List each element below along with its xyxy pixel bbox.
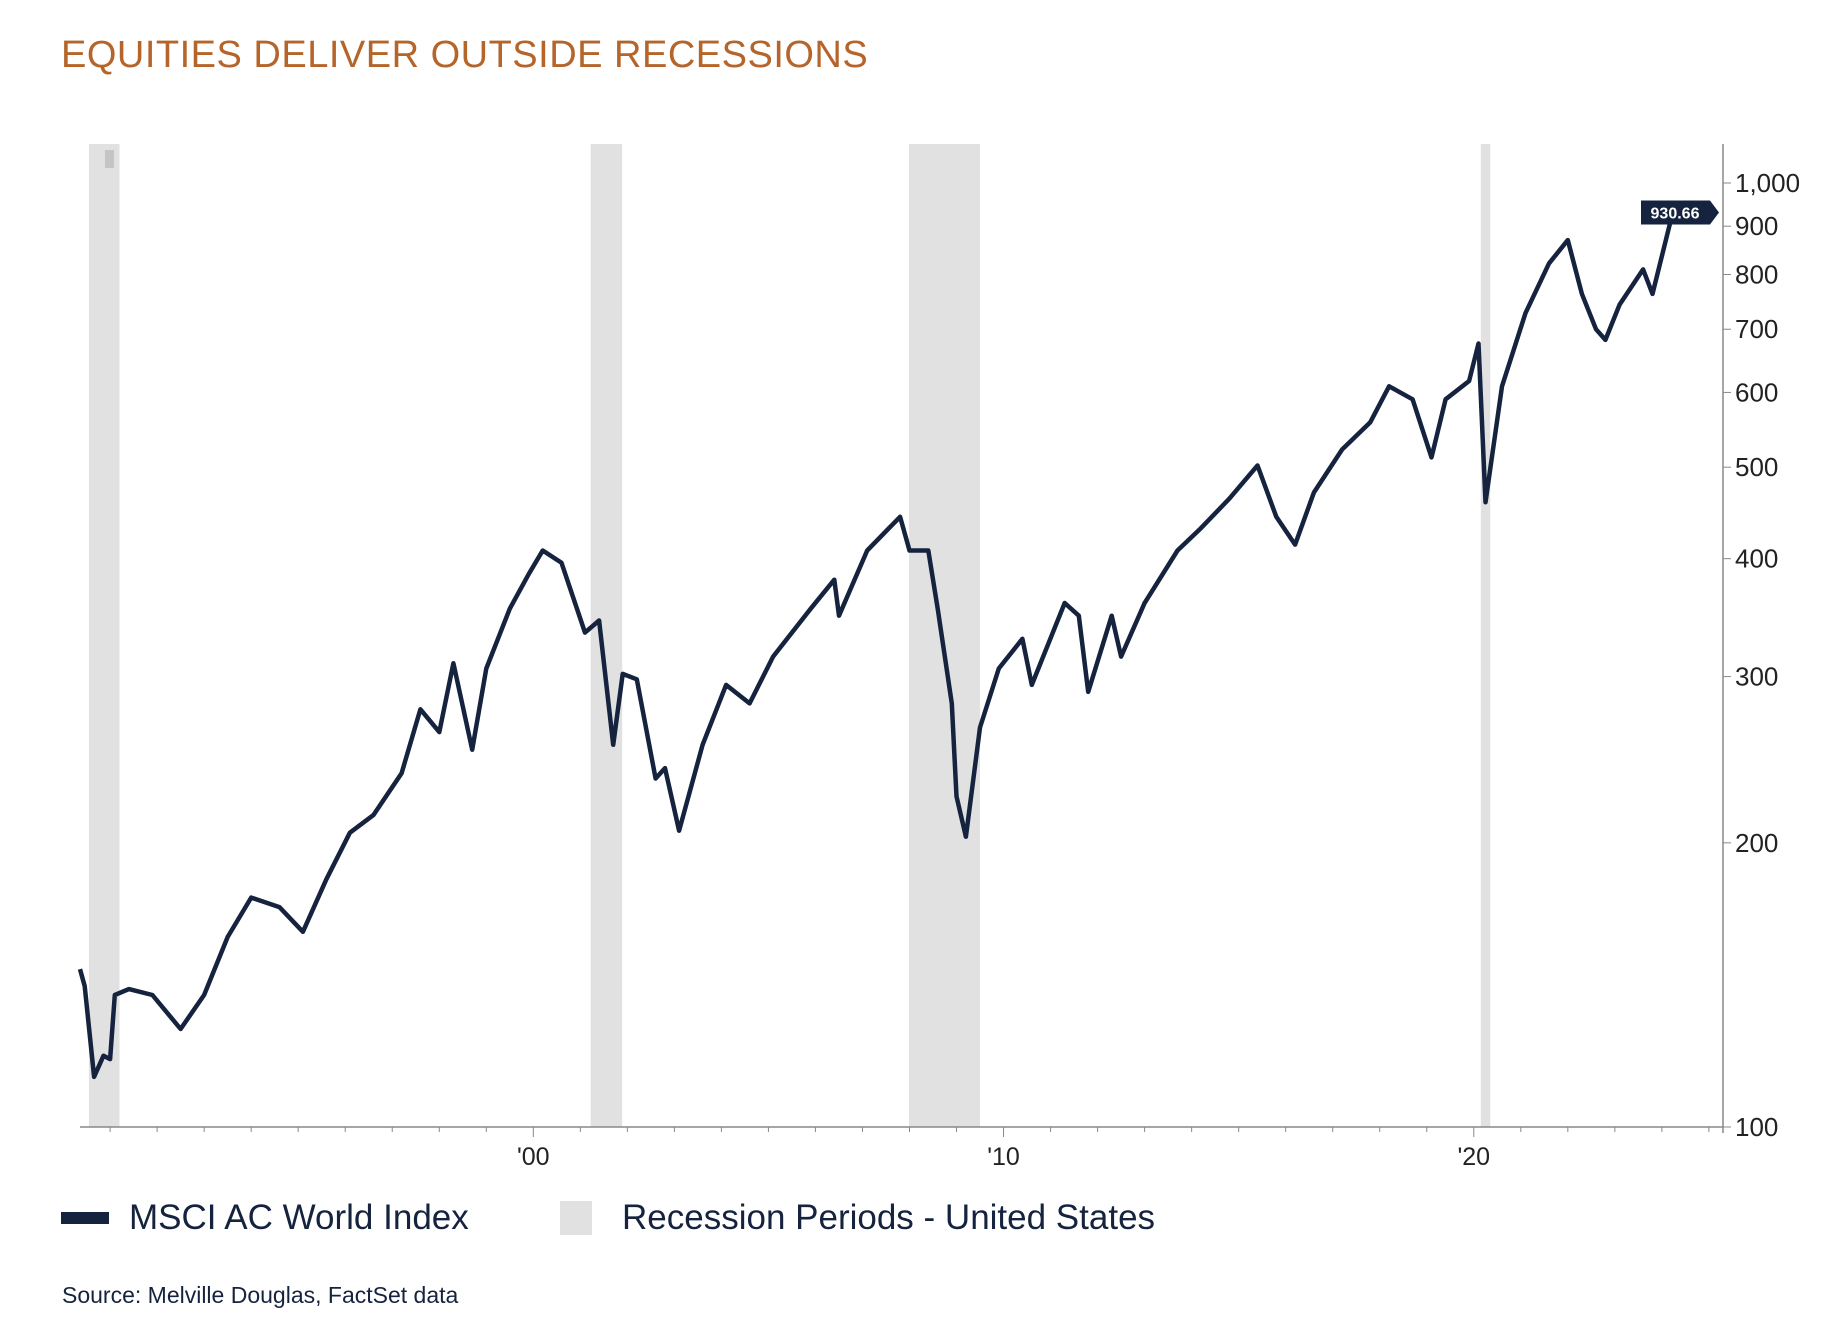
legend-item-recession: Recession Periods - United States xyxy=(560,1198,1155,1238)
y-tick-label: 1,000 xyxy=(1735,168,1800,198)
recession-band xyxy=(1480,144,1491,1127)
source-note: Source: Melville Douglas, FactSet data xyxy=(62,1282,459,1308)
y-tick-label: 400 xyxy=(1735,544,1778,574)
chart-title: EQUITIES DELIVER OUTSIDE RECESSIONS xyxy=(61,34,869,76)
x-tick-label: '20 xyxy=(1457,1143,1490,1171)
recession-band xyxy=(590,144,623,1127)
y-tick-label: 600 xyxy=(1735,377,1778,407)
series-line-msci-acwi xyxy=(77,211,1675,1080)
y-tick-label: 800 xyxy=(1735,259,1778,289)
y-tick-label: 500 xyxy=(1735,452,1778,482)
last-value-badge xyxy=(1641,200,1719,225)
legend-item-msci: MSCI AC World Index xyxy=(61,1198,469,1238)
legend-label-msci: MSCI AC World Index xyxy=(129,1198,469,1237)
y-tick-label: 100 xyxy=(1735,1112,1778,1142)
y-tick-label: 700 xyxy=(1735,314,1778,344)
chart-plot: '00 '10 '20 100 200 300 400 500 600 700 800 900 1,00… xyxy=(77,144,1800,1171)
legend-label-recession: Recession Periods - United States xyxy=(622,1198,1156,1237)
x-tick-label: '00 xyxy=(517,1143,550,1171)
y-tick-label: 200 xyxy=(1735,828,1778,858)
legend-swatch-line xyxy=(61,1212,109,1224)
last-value-label: 930.66 xyxy=(1651,205,1700,222)
legend-swatch-recession xyxy=(560,1201,592,1235)
recession-band xyxy=(909,144,981,1127)
x-tick-label: '10 xyxy=(987,1143,1020,1171)
recession-marker xyxy=(104,150,114,168)
y-tick-label: 900 xyxy=(1735,211,1778,241)
y-tick-label: 300 xyxy=(1735,662,1778,692)
recession-band xyxy=(88,144,120,1127)
